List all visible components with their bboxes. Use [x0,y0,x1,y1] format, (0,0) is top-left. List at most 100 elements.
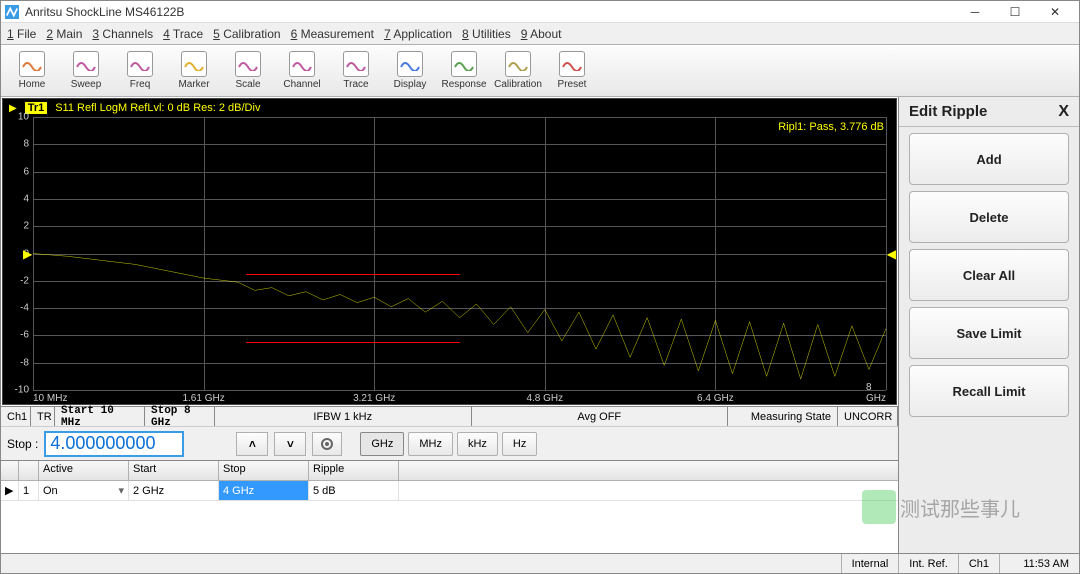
y-tick-label: 6 [5,166,29,177]
unit-khz-button[interactable]: kHz [457,432,498,456]
tool-marker-button[interactable]: Marker [169,47,219,95]
status-ch: Ch1 [958,554,999,573]
tool-label: Channel [283,79,320,90]
status-stop: Stop 8 GHz [145,407,215,426]
y-tick-label: 10 [5,112,29,123]
status-measuring: Measuring State [728,407,838,426]
menu-8-utilities[interactable]: 8 Utilities [462,27,511,41]
status-ifbw: IFBW 1 kHz [215,407,472,426]
value-up-button[interactable]: ˄ [236,432,268,456]
menu-9-about[interactable]: 9 About [521,27,562,41]
col-header[interactable] [1,461,19,480]
edit-ripple-panel: Edit Ripple X Add Delete Clear All Save Lim… [899,97,1079,553]
app-icon [5,5,19,19]
tool-response-button[interactable]: Response [439,47,489,95]
display-icon [397,51,423,77]
col-header[interactable]: Ripple [309,461,399,480]
tool-calibration-button[interactable]: Calibration [493,47,543,95]
cell[interactable]: On▾ [39,481,129,500]
tool-trace-button[interactable]: Trace [331,47,381,95]
col-header[interactable]: Active [39,461,129,480]
tool-freq-button[interactable]: Freq [115,47,165,95]
sweep-icon [73,51,99,77]
toolbar: HomeSweep Freq Marker Scale Channel Trace Disp… [1,45,1079,97]
cell[interactable]: 4 GHz [219,481,309,500]
status-internal: Internal [841,554,899,573]
tool-display-button[interactable]: Display [385,47,435,95]
tool-label: Response [441,79,486,90]
menu-7-application[interactable]: 7 Application [384,27,452,41]
menu-2-main[interactable]: 2 Main [46,27,82,41]
tool-channel-button[interactable]: Channel [277,47,327,95]
cell[interactable]: 1 [19,481,39,500]
ripple-limit-table[interactable]: ActiveStartStopRipple ▶1On▾2 GHz4 GHz5 d… [1,460,898,553]
calibration-icon [505,51,531,77]
settings-gear-button[interactable] [312,432,342,456]
tool-label: Marker [178,79,209,90]
menu-3-channels[interactable]: 3 Channels [92,27,153,41]
tool-label: Display [394,79,427,90]
menu-5-calibration[interactable]: 5 Calibration [213,27,280,41]
menubar: 1 File 2 Main 3 Channels 4 Trace 5 Calibrati… [1,23,1079,45]
unit-mhz-button[interactable]: MHz [408,432,453,456]
table-row[interactable]: ▶1On▾2 GHz4 GHz5 dB [1,481,898,501]
x-tick-label: 10 MHz [33,393,67,404]
cell[interactable]: 5 dB [309,481,399,500]
unit-ghz-button[interactable]: GHz [360,432,404,456]
tool-preset-button[interactable]: Preset [547,47,597,95]
y-tick-label: -2 [5,275,29,286]
col-header[interactable]: Start [129,461,219,480]
col-header[interactable] [19,461,39,480]
status-avg: Avg OFF [472,407,729,426]
stop-value-input[interactable]: 4.000000000 [44,431,184,457]
gear-icon [319,436,335,452]
panel-title: Edit Ripple [909,103,987,120]
home-icon [19,51,45,77]
y-tick-label: -4 [5,303,29,314]
window-title: Anritsu ShockLine MS46122B [25,5,955,19]
cell[interactable]: 2 GHz [129,481,219,500]
col-header[interactable]: Stop [219,461,309,480]
status-corr: UNCORR [838,407,898,426]
recall-limit-button[interactable]: Recall Limit [909,365,1069,417]
add-button[interactable]: Add [909,133,1069,185]
tool-label: Trace [343,79,368,90]
panel-close-button[interactable]: X [1058,103,1069,121]
y-tick-label: 4 [5,193,29,204]
scale-icon [235,51,261,77]
preset-icon [559,51,585,77]
tool-scale-button[interactable]: Scale [223,47,273,95]
tool-label: Calibration [494,79,542,90]
close-button[interactable]: ✕ [1035,1,1075,23]
menu-4-trace[interactable]: 4 Trace [163,27,203,41]
status-channel: Ch1 [1,407,31,426]
unit-hz-button[interactable]: Hz [502,432,537,456]
status-time: 11:53 AM [999,554,1079,573]
delete-button[interactable]: Delete [909,191,1069,243]
tool-sweep-button[interactable]: Sweep [61,47,111,95]
y-tick-label: -10 [5,385,29,396]
status-start: Start 10 MHz [55,407,145,426]
tool-label: Preset [558,79,587,90]
numeric-entry-row: Stop : 4.000000000 ˄ ˅ GHzMHzkHzHz [1,426,898,460]
trace-icon [343,51,369,77]
response-icon [451,51,477,77]
tool-home-button[interactable]: Home [7,47,57,95]
statusbar: Internal Int. Ref. Ch1 11:53 AM [1,553,1079,573]
y-tick-label: -8 [5,357,29,368]
menu-1-file[interactable]: 1 File [7,27,36,41]
window-titlebar: Anritsu ShockLine MS46122B ─ ☐ ✕ [1,1,1079,23]
plot-area[interactable]: ▶ Tr1 S11 Refl LogM RefLvl: 0 dB Res: 2 … [2,98,897,405]
x-tick-label: 4.8 GHz [526,393,563,404]
save-limit-button[interactable]: Save Limit [909,307,1069,359]
minimize-button[interactable]: ─ [955,1,995,23]
status-intref: Int. Ref. [898,554,958,573]
menu-6-measurement[interactable]: 6 Measurement [291,27,374,41]
value-down-button[interactable]: ˅ [274,432,306,456]
cell[interactable]: ▶ [1,481,19,500]
clear-all-button[interactable]: Clear All [909,249,1069,301]
y-tick-label: -6 [5,330,29,341]
maximize-button[interactable]: ☐ [995,1,1035,23]
x-tick-label: 1.61 GHz [182,393,224,404]
tool-label: Freq [130,79,151,90]
